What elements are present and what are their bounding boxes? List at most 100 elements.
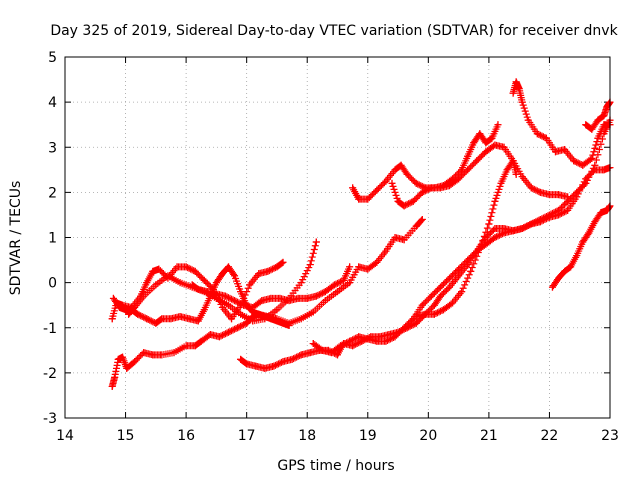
data-point xyxy=(285,297,293,305)
data-point xyxy=(119,353,127,361)
data-point xyxy=(303,294,311,302)
data-point xyxy=(503,166,511,174)
data-point xyxy=(449,299,457,307)
data-point xyxy=(573,188,581,196)
data-point xyxy=(158,315,166,323)
data-point xyxy=(318,346,326,354)
data-point xyxy=(140,292,148,300)
data-point xyxy=(509,89,517,97)
data-point xyxy=(334,351,341,359)
data-point xyxy=(555,191,563,199)
data-point xyxy=(373,258,381,266)
data-point xyxy=(170,349,178,357)
data-point xyxy=(273,263,281,271)
data-point xyxy=(548,283,556,291)
data-point xyxy=(109,294,117,302)
data-point xyxy=(582,179,590,187)
y-tick-label: 3 xyxy=(48,140,57,156)
data-point xyxy=(430,310,438,318)
data-point xyxy=(243,360,251,368)
data-point xyxy=(152,319,160,327)
data-point xyxy=(285,319,293,327)
data-point xyxy=(588,125,596,133)
data-point xyxy=(191,342,199,350)
data-point xyxy=(600,166,608,174)
data-point xyxy=(476,245,484,253)
data-point xyxy=(234,324,242,332)
data-point xyxy=(349,342,357,350)
data-point xyxy=(173,263,181,271)
data-point xyxy=(500,229,508,237)
data-point xyxy=(276,294,284,302)
data-point xyxy=(212,290,220,298)
data-point xyxy=(225,328,232,336)
data-point xyxy=(131,358,139,366)
data-point xyxy=(446,274,454,282)
data-point xyxy=(327,349,335,357)
data-point xyxy=(288,355,296,363)
data-point xyxy=(349,184,357,192)
y-tick-label: -2 xyxy=(43,366,57,382)
data-point xyxy=(564,206,572,214)
data-point xyxy=(355,195,363,203)
data-point xyxy=(267,294,275,302)
data-point xyxy=(176,312,184,320)
data-point xyxy=(561,146,569,154)
data-point xyxy=(509,227,517,235)
series-markers xyxy=(108,215,426,390)
data-point xyxy=(446,182,454,190)
data-point xyxy=(111,373,119,381)
data-point xyxy=(306,349,314,357)
data-point xyxy=(418,188,426,196)
data-point xyxy=(152,281,160,289)
data-point xyxy=(158,351,166,359)
data-point xyxy=(264,267,272,275)
data-point xyxy=(533,130,541,138)
data-point xyxy=(588,155,596,163)
data-point xyxy=(255,270,263,278)
data-point xyxy=(373,337,381,345)
data-point xyxy=(191,267,199,275)
data-point xyxy=(237,355,245,363)
data-point xyxy=(255,310,263,318)
data-point xyxy=(545,191,553,199)
data-point xyxy=(364,265,372,273)
data-point xyxy=(194,317,202,325)
data-point xyxy=(167,315,175,323)
data-point xyxy=(591,161,599,169)
series-markers xyxy=(388,141,572,210)
data-point xyxy=(261,364,269,372)
data-point xyxy=(334,288,341,296)
data-point xyxy=(312,292,320,300)
data-point xyxy=(582,121,590,129)
data-point xyxy=(494,121,502,129)
data-point xyxy=(482,139,490,147)
data-point xyxy=(321,297,329,305)
data-point xyxy=(200,306,208,314)
data-series-13 xyxy=(582,98,614,133)
data-point xyxy=(488,134,496,142)
data-point xyxy=(464,256,472,264)
data-point xyxy=(114,355,122,363)
data-point xyxy=(518,173,526,181)
data-point xyxy=(412,319,420,327)
data-point xyxy=(108,382,116,390)
data-point xyxy=(464,152,472,160)
data-point xyxy=(397,161,405,169)
data-point xyxy=(491,224,499,232)
data-point xyxy=(225,263,232,271)
data-point xyxy=(270,362,278,370)
y-tick-label: 2 xyxy=(48,185,57,201)
data-point xyxy=(594,134,602,142)
x-tick-label: 16 xyxy=(177,428,195,444)
x-tick-label: 20 xyxy=(419,428,437,444)
x-tick-label: 15 xyxy=(117,428,135,444)
data-series-4 xyxy=(188,263,354,311)
data-point xyxy=(200,276,208,284)
y-axis-title: SDTVAR / TECUs xyxy=(8,181,24,296)
x-tick-label: 23 xyxy=(601,428,619,444)
data-point xyxy=(134,310,142,318)
data-point xyxy=(221,292,229,300)
data-point xyxy=(231,272,239,280)
